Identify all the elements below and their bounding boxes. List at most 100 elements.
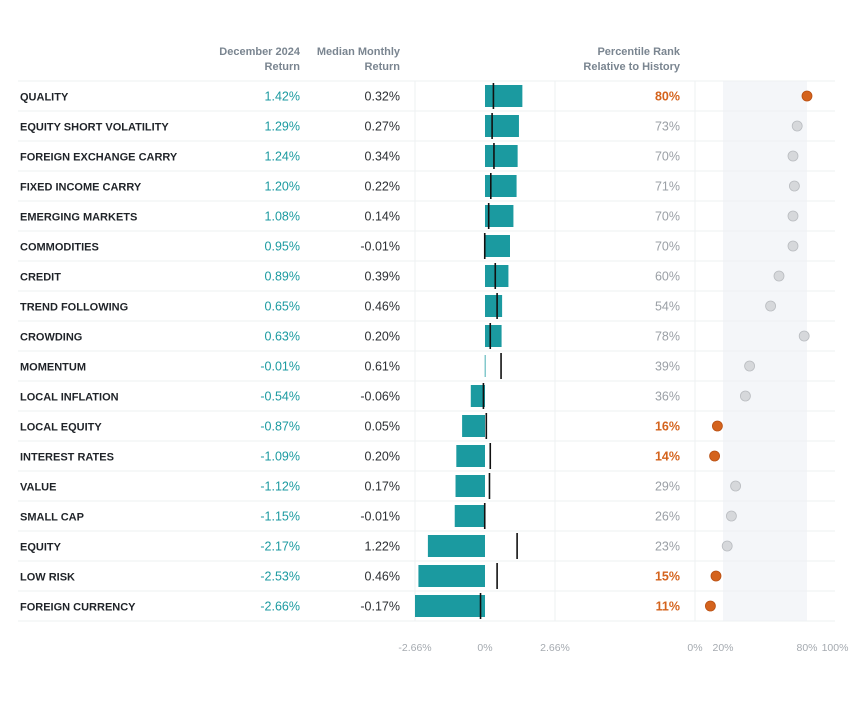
dec-return-label: 1.20% bbox=[265, 180, 300, 194]
percentile-label: 26% bbox=[655, 510, 680, 524]
dec-return-label: 0.63% bbox=[265, 330, 300, 344]
median-return-label: -0.01% bbox=[360, 510, 400, 524]
percentile-dot bbox=[798, 330, 810, 342]
factor-name: EQUITY bbox=[20, 542, 62, 554]
percentile-axis-tick-80: 80% bbox=[796, 642, 817, 654]
dec-return-label: -2.53% bbox=[260, 570, 300, 584]
median-return-label: 0.20% bbox=[365, 330, 400, 344]
return-axis-tick-zero: 0% bbox=[477, 642, 492, 654]
percentile-dot bbox=[730, 480, 741, 492]
dec-return-label: 0.65% bbox=[265, 300, 300, 314]
median-return-label: -0.17% bbox=[360, 600, 400, 614]
percentile-dot bbox=[791, 120, 803, 132]
percentile-axis-tick-20: 20% bbox=[712, 642, 733, 654]
factor-name: FOREIGN CURRENCY bbox=[20, 602, 136, 614]
return-bar bbox=[418, 565, 485, 587]
table-row: FOREIGN EXCHANGE CARRY 1.24% 0.34% 70% bbox=[20, 143, 799, 169]
header-pct-line2: Relative to History bbox=[583, 61, 680, 73]
dec-return-label: -0.54% bbox=[260, 390, 300, 404]
dec-return-label: -2.17% bbox=[260, 540, 300, 554]
return-bar bbox=[485, 175, 517, 197]
return-bar bbox=[455, 475, 485, 497]
factor-name: INTEREST RATES bbox=[20, 452, 114, 464]
header-dec-line2: Return bbox=[265, 61, 301, 73]
dec-return-label: -2.66% bbox=[260, 600, 300, 614]
dec-return-label: 0.89% bbox=[265, 270, 300, 284]
percentile-label: 70% bbox=[655, 240, 680, 254]
table-row: INTEREST RATES -1.09% 0.20% 14% bbox=[20, 443, 720, 469]
median-return-label: 0.61% bbox=[365, 360, 400, 374]
table-row: CREDIT 0.89% 0.39% 60% bbox=[20, 263, 785, 289]
factor-rows: QUALITY 1.42% 0.32% 80% EQUITY SHORT VOLATIL… bbox=[20, 83, 813, 619]
median-return-label: 0.22% bbox=[365, 180, 400, 194]
dec-return-label: 1.24% bbox=[265, 150, 300, 164]
return-bar bbox=[485, 235, 510, 257]
percentile-dot bbox=[801, 90, 813, 102]
table-row: TREND FOLLOWING 0.65% 0.46% 54% bbox=[20, 293, 776, 319]
return-bar bbox=[470, 385, 485, 407]
factor-name: FIXED INCOME CARRY bbox=[20, 182, 142, 194]
factor-name: SMALL CAP bbox=[20, 512, 84, 524]
percentile-axis-tick-100: 100% bbox=[822, 642, 849, 654]
factor-name: LOCAL EQUITY bbox=[20, 422, 102, 434]
dec-return-label: -1.15% bbox=[260, 510, 300, 524]
median-return-label: 0.46% bbox=[365, 570, 400, 584]
median-return-label: 0.17% bbox=[365, 480, 400, 494]
return-bar bbox=[485, 265, 509, 287]
percentile-label: 11% bbox=[656, 600, 680, 614]
return-bar bbox=[415, 595, 485, 617]
return-bar bbox=[456, 445, 485, 467]
percentile-dot bbox=[787, 150, 799, 162]
table-row: CROWDING 0.63% 0.20% 78% bbox=[20, 323, 810, 349]
median-return-label: 0.39% bbox=[365, 270, 400, 284]
table-row: LOCAL INFLATION -0.54% -0.06% 36% bbox=[20, 383, 751, 409]
percentile-label: 71% bbox=[655, 180, 680, 194]
return-bar bbox=[484, 355, 486, 377]
percentile-dot bbox=[726, 510, 737, 522]
percentile-label: 29% bbox=[655, 480, 680, 494]
percentile-label: 16% bbox=[655, 420, 680, 434]
dec-return-label: -1.09% bbox=[260, 450, 300, 464]
percentile-dot bbox=[765, 300, 776, 312]
table-row: COMMODITIES 0.95% -0.01% 70% bbox=[20, 233, 799, 259]
factor-name: COMMODITIES bbox=[20, 242, 99, 254]
factor-name: VALUE bbox=[20, 482, 56, 494]
table-row: MOMENTUM -0.01% 0.61% 39% bbox=[20, 353, 755, 379]
return-bar bbox=[462, 415, 485, 437]
median-return-label: 0.32% bbox=[365, 90, 400, 104]
return-bar bbox=[485, 145, 518, 167]
median-return-label: 1.22% bbox=[365, 540, 400, 554]
factor-name: CREDIT bbox=[20, 272, 61, 284]
table-row: FOREIGN CURRENCY -2.66% -0.17% 11% bbox=[20, 593, 716, 619]
return-bar bbox=[485, 325, 502, 347]
factor-name: TREND FOLLOWING bbox=[20, 302, 128, 314]
median-return-label: 0.05% bbox=[365, 420, 400, 434]
percentile-dot bbox=[721, 540, 733, 552]
median-return-label: 0.14% bbox=[365, 210, 400, 224]
factor-name: LOCAL INFLATION bbox=[20, 392, 119, 404]
percentile-dot bbox=[705, 600, 716, 612]
table-row: VALUE -1.12% 0.17% 29% bbox=[20, 473, 741, 499]
header-median-line1: Median Monthly bbox=[317, 46, 401, 58]
return-bar bbox=[427, 535, 485, 557]
table-row: SMALL CAP -1.15% -0.01% 26% bbox=[20, 503, 737, 529]
factor-name: EMERGING MARKETS bbox=[20, 212, 137, 224]
percentile-dot bbox=[744, 360, 755, 372]
percentile-dot bbox=[712, 420, 723, 432]
percentile-label: 36% bbox=[655, 390, 680, 404]
percentile-axis-tick-0: 0% bbox=[687, 642, 702, 654]
return-bar bbox=[485, 295, 503, 317]
table-row: EMERGING MARKETS 1.08% 0.14% 70% bbox=[20, 203, 799, 229]
median-return-label: 0.27% bbox=[365, 120, 400, 134]
percentile-dot bbox=[710, 570, 722, 582]
dec-return-label: 1.08% bbox=[265, 210, 300, 224]
dec-return-label: 1.29% bbox=[265, 120, 300, 134]
dec-return-label: -1.12% bbox=[260, 480, 300, 494]
table-row: QUALITY 1.42% 0.32% 80% bbox=[20, 83, 813, 109]
percentile-label: 14% bbox=[655, 450, 680, 464]
dec-return-label: 1.42% bbox=[265, 90, 300, 104]
return-bar bbox=[485, 85, 523, 107]
return-bar bbox=[485, 205, 514, 227]
percentile-label: 73% bbox=[655, 120, 680, 134]
